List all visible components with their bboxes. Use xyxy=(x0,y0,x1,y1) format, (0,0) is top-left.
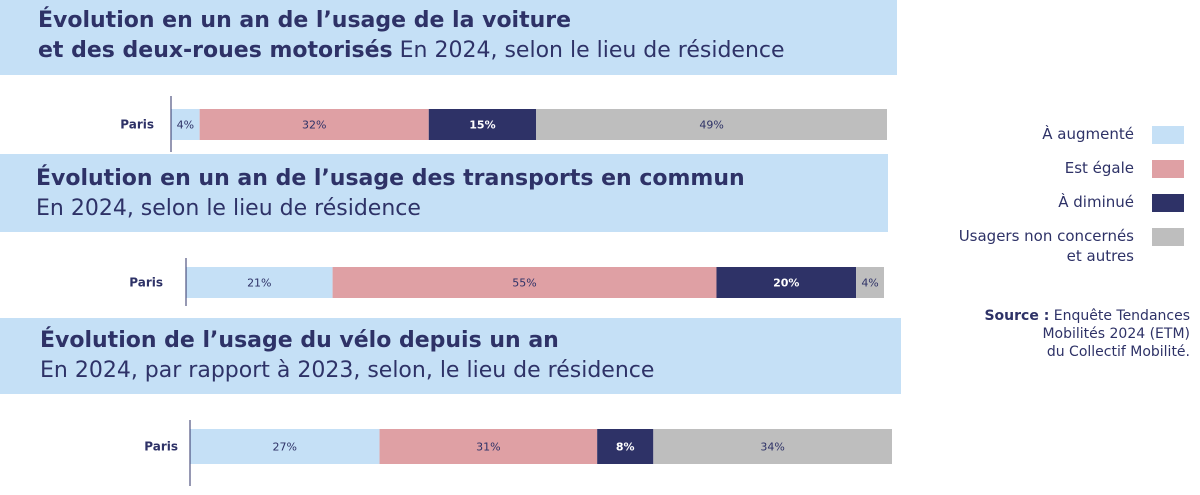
value-label-augmente: 4% xyxy=(177,119,194,132)
value-label-augmente: 27% xyxy=(273,441,297,454)
value-label-augmente: 21% xyxy=(247,277,271,290)
bar-segment-non-concernes xyxy=(856,267,884,298)
legend-label: À augmenté xyxy=(1042,125,1134,143)
legend-swatch xyxy=(1152,194,1184,212)
bar-segment-diminue xyxy=(597,429,654,464)
value-label-diminue: 20% xyxy=(773,277,799,290)
value-label-egale: 32% xyxy=(302,119,326,132)
value-label-diminue: 8% xyxy=(616,441,635,454)
source-text-1: Enquête Tendances xyxy=(1049,308,1190,324)
legend-label-line1: Usagers non concernés xyxy=(958,227,1134,245)
chart-1-subtitle: En 2024, selon le lieu de résidence xyxy=(392,38,785,63)
value-label-non-concernes: 4% xyxy=(861,277,878,290)
value-label-diminue: 15% xyxy=(469,119,495,132)
category-label-paris: Paris xyxy=(120,118,154,132)
value-label-egale: 55% xyxy=(512,277,536,290)
bar-segment-non-concernes xyxy=(536,109,887,140)
source-text-3: du Collectif Mobilité. xyxy=(1046,344,1190,360)
source-text-2: Mobilités 2024 (ETM) xyxy=(1042,326,1190,342)
source-label: Source : xyxy=(984,308,1050,324)
chart-3-header: Évolution de l’usage du vélo depuis un a… xyxy=(0,318,901,394)
value-label-non-concernes: 34% xyxy=(760,441,784,454)
bar-segment-augmente xyxy=(190,429,380,464)
bar-segment-diminue xyxy=(428,109,537,140)
legend-label: À diminué xyxy=(1058,193,1134,211)
legend-swatch xyxy=(1152,160,1184,178)
legend-swatch xyxy=(1152,126,1184,144)
chart-3-title: Évolution de l’usage du vélo depuis un a… xyxy=(40,328,559,353)
category-label-paris: Paris xyxy=(129,276,163,290)
bar-segment-augmente xyxy=(171,109,200,140)
bar-segment-diminue xyxy=(716,267,857,298)
legend-label: Est égale xyxy=(1064,159,1134,177)
chart-2-subtitle: En 2024, selon le lieu de résidence xyxy=(36,196,421,221)
source-note: Source : Enquête Tendances Mobilités 202… xyxy=(930,307,1190,361)
legend-swatch xyxy=(1152,228,1184,246)
chart-1-header: Évolution en un an de l’usage de la voit… xyxy=(0,0,897,75)
bar-segment-non-concernes xyxy=(653,429,892,464)
bar-segment-egale xyxy=(199,109,429,140)
chart-3-subtitle: En 2024, par rapport à 2023, selon, le l… xyxy=(40,358,655,383)
category-label-paris: Paris xyxy=(144,440,178,454)
legend-label-line2: et autres xyxy=(1066,247,1134,265)
chart-1-title: Évolution en un an de l’usage de la voit… xyxy=(38,8,572,33)
chart-1-title-line2: et des deux-roues motorisés xyxy=(38,38,393,63)
bar-segment-egale xyxy=(379,429,598,464)
chart-2-title: Évolution en un an de l’usage des transp… xyxy=(36,166,745,191)
chart-2-header: Évolution en un an de l’usage des transp… xyxy=(0,154,888,232)
bar-segment-egale xyxy=(332,267,717,298)
value-label-non-concernes: 49% xyxy=(699,119,723,132)
value-label-egale: 31% xyxy=(476,441,500,454)
bar-segment-augmente xyxy=(186,267,333,298)
